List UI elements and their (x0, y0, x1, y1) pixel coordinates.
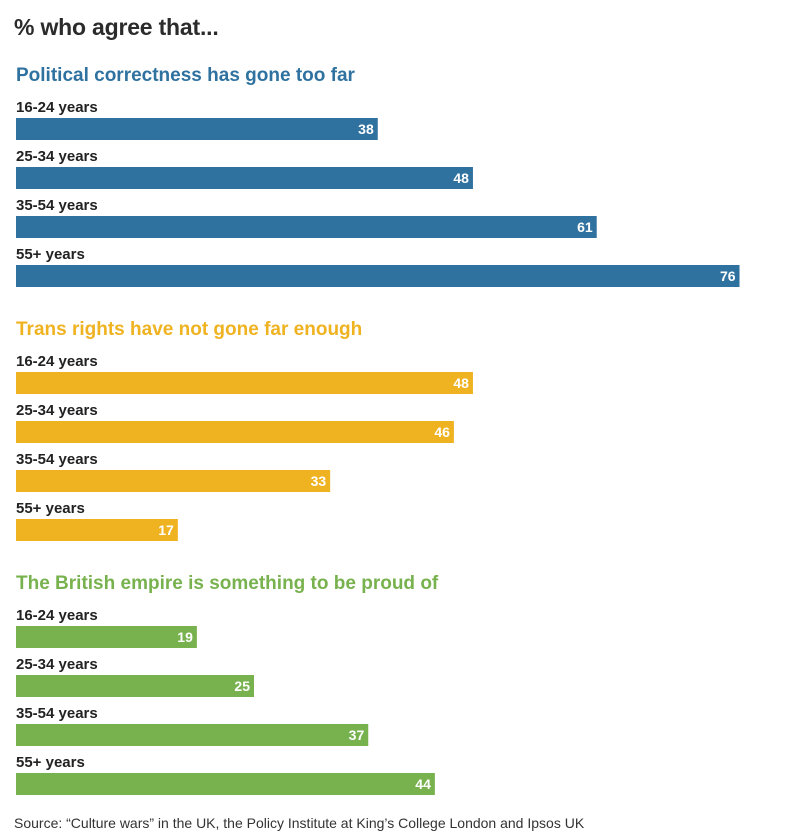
bar (16, 773, 435, 795)
bar (16, 626, 197, 648)
value-label: 33 (311, 473, 327, 489)
category-label: 35-54 years (16, 705, 98, 722)
source-note: Source: “Culture wars” in the UK, the Po… (14, 815, 585, 831)
bar (16, 421, 454, 443)
panel-2: Trans rights have not gone far enough 16-… (16, 319, 473, 541)
bar (16, 265, 740, 287)
bar (16, 675, 254, 697)
value-label: 38 (358, 121, 374, 137)
bar (16, 372, 473, 394)
category-label: 55+ years (16, 246, 85, 263)
value-label: 48 (453, 375, 469, 391)
category-label: 35-54 years (16, 451, 98, 468)
bar (16, 724, 369, 746)
category-label: 16-24 years (16, 607, 98, 624)
value-label: 17 (158, 522, 174, 538)
value-label: 48 (453, 170, 469, 186)
chart-canvas: Political correctness has gone too far 16… (16, 65, 740, 795)
value-label: 37 (349, 727, 365, 743)
category-label: 16-24 years (16, 99, 98, 116)
bar (16, 470, 331, 492)
panel-1: Political correctness has gone too far 16… (16, 65, 740, 287)
category-label: 16-24 years (16, 353, 98, 370)
value-label: 25 (234, 678, 250, 694)
bar (16, 216, 597, 238)
category-label: 55+ years (16, 754, 85, 771)
value-label: 44 (415, 776, 431, 792)
category-label: 55+ years (16, 500, 85, 517)
category-label: 25-34 years (16, 656, 98, 673)
category-label: 25-34 years (16, 402, 98, 419)
value-label: 76 (720, 268, 736, 284)
panel-title: Trans rights have not gone far enough (16, 319, 362, 340)
value-label: 61 (577, 219, 593, 235)
panel-3: The British empire is something to be pr… (16, 573, 439, 795)
category-label: 25-34 years (16, 148, 98, 165)
value-label: 19 (177, 629, 193, 645)
panel-title: The British empire is something to be pr… (16, 573, 439, 594)
bar (16, 519, 178, 541)
value-label: 46 (434, 424, 450, 440)
bar (16, 167, 473, 189)
chart-title: % who agree that... (14, 14, 219, 40)
category-label: 35-54 years (16, 197, 98, 214)
panel-title: Political correctness has gone too far (16, 65, 356, 86)
bar (16, 118, 378, 140)
